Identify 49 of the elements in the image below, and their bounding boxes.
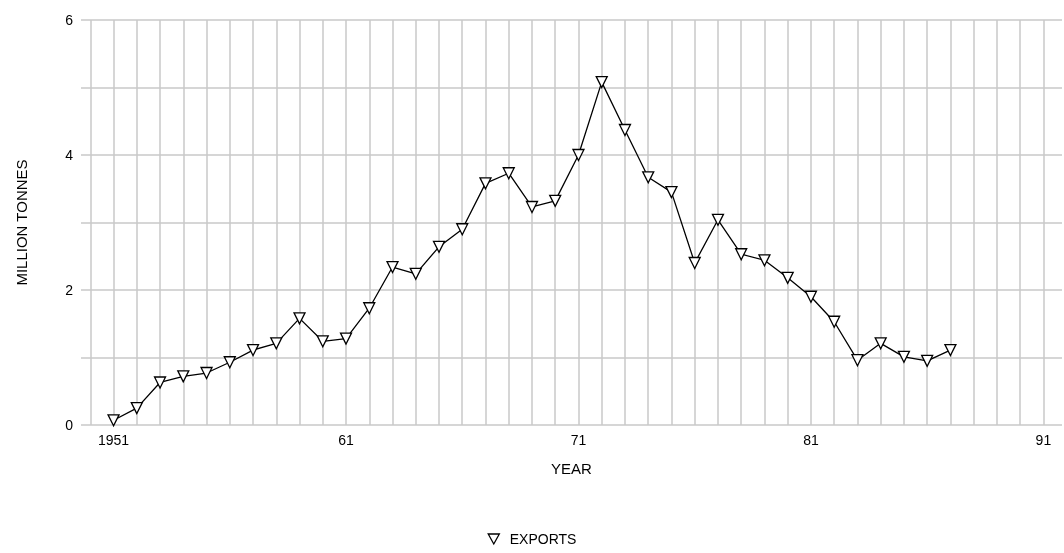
point bbox=[642, 171, 655, 184]
y-tick-label: 2 bbox=[65, 282, 74, 298]
legend-label: EXPORTS bbox=[509, 531, 577, 547]
point bbox=[316, 335, 329, 348]
point bbox=[223, 356, 236, 369]
x-tick-label: 1951 bbox=[97, 432, 130, 448]
point bbox=[432, 240, 446, 253]
x-tick-label: 81 bbox=[803, 432, 819, 448]
point bbox=[177, 370, 190, 383]
point bbox=[804, 290, 818, 303]
point bbox=[828, 315, 841, 328]
point bbox=[200, 366, 213, 380]
y-tick-label: 4 bbox=[65, 147, 74, 163]
point bbox=[107, 414, 120, 427]
point bbox=[595, 75, 608, 89]
point bbox=[618, 123, 632, 137]
y-tick-label: 0 bbox=[65, 417, 74, 433]
point bbox=[456, 223, 469, 236]
point bbox=[363, 302, 376, 315]
point bbox=[874, 337, 887, 350]
point bbox=[409, 267, 422, 280]
point bbox=[851, 354, 864, 367]
point bbox=[735, 248, 748, 261]
point bbox=[549, 194, 562, 208]
point bbox=[781, 271, 794, 284]
y-tick-label: 6 bbox=[65, 12, 74, 28]
point bbox=[944, 343, 957, 357]
point bbox=[153, 376, 167, 389]
y-axis-title: MILLION TONNES bbox=[13, 159, 30, 286]
x-tick-label: 91 bbox=[1035, 432, 1052, 448]
point bbox=[246, 343, 260, 357]
point bbox=[665, 185, 678, 199]
point bbox=[758, 254, 771, 267]
point bbox=[130, 401, 143, 415]
x-tick-label: 61 bbox=[338, 432, 355, 448]
point bbox=[339, 332, 353, 345]
point bbox=[711, 213, 725, 226]
point bbox=[293, 312, 306, 325]
point bbox=[270, 337, 283, 350]
point bbox=[572, 148, 585, 162]
point bbox=[921, 354, 934, 368]
point bbox=[897, 350, 911, 363]
point bbox=[479, 177, 492, 190]
point bbox=[688, 256, 701, 270]
x-axis-title: YEAR bbox=[551, 460, 593, 477]
point bbox=[502, 167, 515, 180]
x-tick-label: 71 bbox=[570, 432, 587, 448]
point bbox=[386, 260, 399, 274]
point bbox=[525, 200, 539, 214]
